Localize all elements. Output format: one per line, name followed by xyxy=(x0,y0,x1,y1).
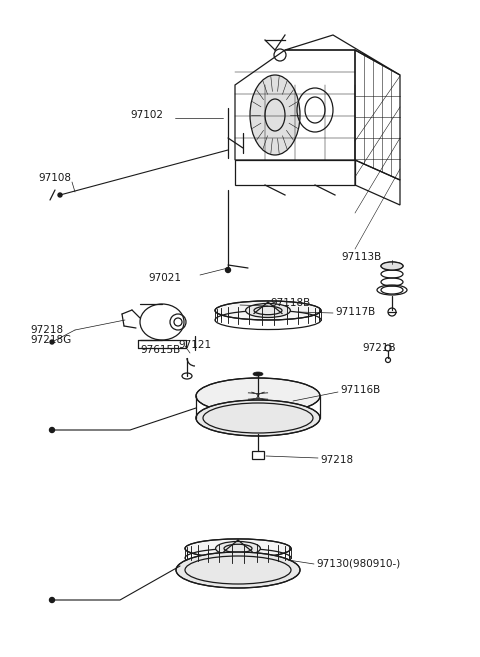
Ellipse shape xyxy=(381,262,403,270)
Circle shape xyxy=(49,597,55,602)
Text: 9721B: 9721B xyxy=(362,343,396,353)
Text: 97021: 97021 xyxy=(148,273,181,283)
Ellipse shape xyxy=(253,372,263,376)
Text: 97116B: 97116B xyxy=(340,385,380,395)
Text: 97108: 97108 xyxy=(38,173,71,183)
Text: 97218G: 97218G xyxy=(30,335,71,345)
Ellipse shape xyxy=(215,301,321,320)
Text: 97218: 97218 xyxy=(30,325,63,335)
Ellipse shape xyxy=(246,304,290,317)
Ellipse shape xyxy=(185,539,291,558)
Text: 97130(980910-): 97130(980910-) xyxy=(316,558,400,568)
Text: 97102: 97102 xyxy=(130,110,163,120)
Circle shape xyxy=(50,340,54,344)
Ellipse shape xyxy=(250,75,300,155)
Circle shape xyxy=(236,302,240,307)
Text: 97118B: 97118B xyxy=(270,298,310,308)
Circle shape xyxy=(226,267,230,273)
Bar xyxy=(252,451,264,459)
Circle shape xyxy=(58,193,62,197)
Ellipse shape xyxy=(196,400,320,436)
Text: 97121: 97121 xyxy=(178,340,211,350)
Ellipse shape xyxy=(196,378,320,414)
Ellipse shape xyxy=(176,552,300,588)
Ellipse shape xyxy=(216,541,260,555)
Text: 97218: 97218 xyxy=(320,455,353,465)
Text: 97615B: 97615B xyxy=(140,345,180,355)
Circle shape xyxy=(49,428,55,432)
Text: 97113B: 97113B xyxy=(342,252,382,262)
Text: 97117B: 97117B xyxy=(335,307,375,317)
